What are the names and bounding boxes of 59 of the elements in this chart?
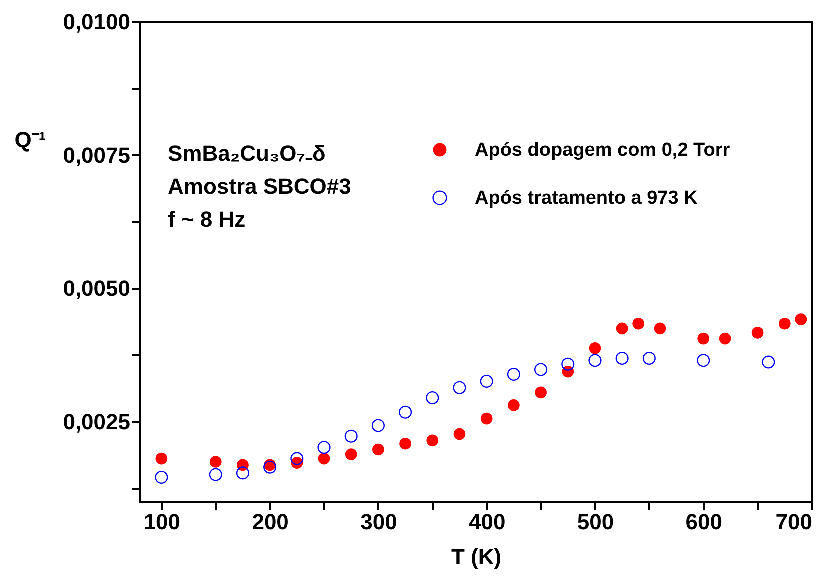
point: [318, 441, 331, 454]
annotation: SmBa₂Cu₃O₇₋δ: [168, 141, 326, 166]
x-tick-label: 300: [360, 510, 398, 534]
point: [616, 322, 628, 335]
point: [562, 358, 575, 371]
point: [654, 322, 666, 335]
point: [237, 459, 249, 472]
point: [399, 406, 412, 419]
point: [588, 354, 602, 368]
x-tick-label: 400: [468, 510, 506, 534]
point: [156, 452, 168, 465]
point: [642, 352, 656, 366]
point: [480, 412, 493, 425]
y-tick-label: 0,0050: [63, 276, 130, 302]
point: [155, 470, 168, 484]
annotation: f ~ 8 Hz: [168, 207, 246, 232]
point: [534, 363, 548, 376]
x-tick-label: 200: [252, 510, 289, 534]
point: [778, 318, 791, 330]
point: [236, 466, 250, 480]
point: [508, 400, 520, 412]
point: [264, 460, 277, 474]
point: [345, 448, 358, 460]
legend-label: Após dopagem com 0,2 Torr: [475, 140, 731, 161]
point: [453, 381, 466, 394]
point: [616, 352, 629, 366]
point: [372, 419, 385, 432]
point: [697, 354, 710, 368]
point: [290, 452, 304, 466]
point: [426, 434, 439, 447]
point: [698, 332, 710, 345]
y-tick-label: 0,0075: [63, 142, 130, 168]
x-tick-label: 100: [144, 510, 181, 534]
point: [795, 314, 808, 326]
x-tick-label: 500: [577, 510, 614, 534]
y-axis-title: Q⁻¹: [14, 128, 46, 152]
point: [762, 356, 776, 369]
point: [752, 327, 764, 339]
x-tick-label: 600: [686, 510, 722, 534]
point: [719, 332, 732, 345]
point: [589, 342, 602, 354]
point: [480, 374, 494, 388]
point: [426, 391, 440, 405]
point: [632, 318, 644, 330]
annotation: Amostra SBCO#3: [168, 174, 352, 199]
x-tick-label: 700: [776, 510, 812, 534]
legend-label: Após tratamento a 973 K: [475, 188, 698, 209]
point: [535, 386, 547, 399]
point: [372, 444, 384, 456]
x-axis-title: T (K): [451, 544, 502, 570]
point: [210, 456, 222, 468]
point: [454, 428, 466, 440]
point: [400, 438, 412, 450]
point: [344, 430, 358, 443]
point: [507, 368, 520, 382]
y-tick-label: 0,0025: [63, 410, 130, 434]
y-tick-label: 0,0100: [63, 10, 130, 34]
point: [209, 468, 222, 482]
point: [318, 452, 330, 465]
